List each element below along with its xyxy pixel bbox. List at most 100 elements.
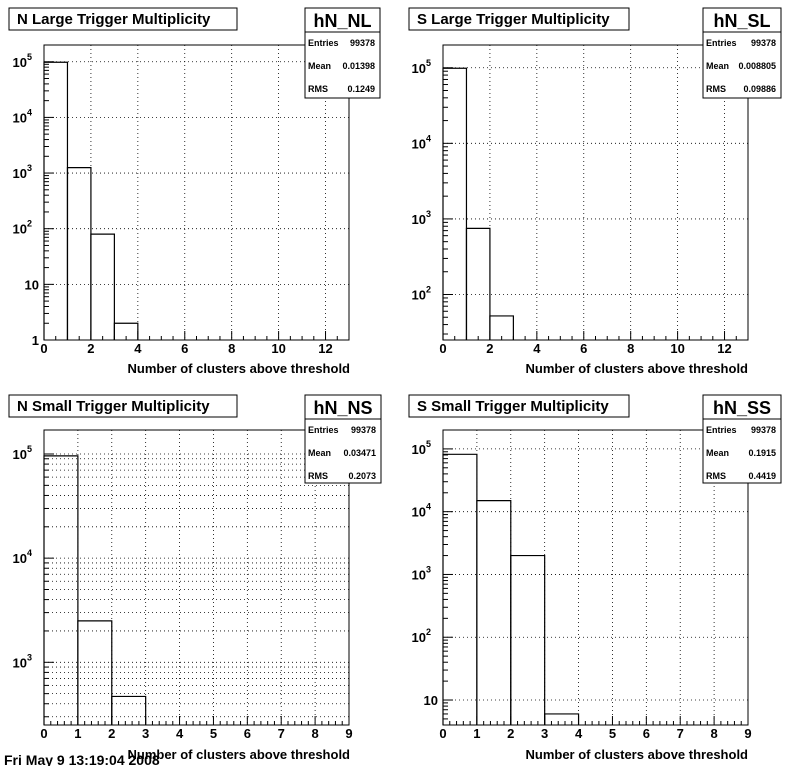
x-tick-label: 6 [643,726,650,741]
y-tick-label: 102 [412,284,431,302]
y-tick-label: 105 [13,52,32,70]
plot-area [443,45,748,340]
y-tick-label: 10 [424,693,438,708]
stat-label: Entries [706,38,737,48]
stats-box [702,394,782,484]
histogram-bin [90,233,115,340]
y-tick-label: 103 [13,652,32,670]
title-box [8,7,238,31]
plot-frame [43,429,350,726]
x-tick-label: 9 [345,726,352,741]
x-tick-label: 12 [318,341,332,356]
chart-title: N Small Trigger Multiplicity [17,398,210,415]
plot-area [44,430,349,725]
y-tick-label: 105 [412,58,431,76]
histogram-panel-hN_NS: 0 1 2 3 4 5 6 7 8 9 103 104 105 Number of clusters ab… [8,394,382,762]
stat-label: Mean [308,61,331,71]
x-tick-label: 6 [580,341,587,356]
x-tick-label: 8 [228,341,235,356]
x-tick-label: 3 [541,726,548,741]
x-axis-label: Number of clusters above threshold [526,747,749,762]
x-axis-label: Number of clusters above threshold [526,361,749,376]
stat-value: 0.4419 [748,471,776,481]
stat-label: Mean [706,448,729,458]
stat-value: 99378 [751,38,776,48]
y-tick-label: 1 [32,333,39,348]
x-tick-label: 6 [181,341,188,356]
y-tick-label: 105 [13,444,32,462]
x-tick-label: 0 [40,726,47,741]
x-tick-label: 4 [176,726,184,741]
x-tick-label: 2 [507,726,514,741]
chart-title: S Small Trigger Multiplicity [417,398,609,415]
x-axis-label: Number of clusters above threshold [128,747,351,762]
chart-title: S Large Trigger Multiplicity [417,11,610,28]
plot-area [44,45,349,340]
title-box [8,394,238,418]
x-tick-label: 10 [271,341,285,356]
histogram-bin [77,620,113,725]
stat-label: Entries [308,38,339,48]
stat-label: Mean [706,61,729,71]
stat-value: 0.09886 [743,84,776,94]
histogram-panel-hN_NL: 0 2 4 6 8 10 12 1 10 102 103 104 105 Number of cluste… [8,7,381,376]
x-tick-label: 7 [278,726,285,741]
y-tick-label: 104 [13,107,32,125]
x-tick-label: 0 [439,341,446,356]
histogram-name: hN_NS [313,398,372,418]
y-tick-label: 103 [412,564,431,582]
x-tick-label: 4 [134,341,142,356]
stat-value: 0.03471 [343,448,376,458]
histogram-name: hN_SS [713,398,771,418]
stat-value: 99378 [350,38,375,48]
x-tick-label: 8 [627,341,634,356]
stat-value: 0.1249 [347,84,375,94]
x-tick-label: 8 [710,726,717,741]
histogram-panel-hN_SL: 0 2 4 6 8 10 12 102 103 104 105 Number of clusters … [408,7,782,376]
x-tick-label: 0 [40,341,47,356]
stat-label: Entries [308,425,339,435]
x-axis-label: Number of clusters above threshold [128,361,351,376]
stat-label: RMS [308,471,328,481]
x-tick-label: 7 [677,726,684,741]
y-tick-label: 102 [13,219,32,237]
stat-value: 0.008805 [738,61,776,71]
title-box [408,394,630,418]
x-tick-label: 2 [87,341,94,356]
stat-value: 99378 [351,425,376,435]
y-tick-label: 104 [13,548,32,566]
x-tick-label: 12 [717,341,731,356]
stat-label: Entries [706,425,737,435]
x-tick-label: 3 [142,726,149,741]
x-tick-label: 1 [74,726,81,741]
x-tick-label: 9 [744,726,751,741]
stat-value: 0.2073 [348,471,376,481]
title-box [408,7,630,31]
x-tick-label: 6 [244,726,251,741]
plot-area [443,430,748,725]
stat-label: RMS [706,471,726,481]
y-tick-label: 103 [412,209,431,227]
x-tick-label: 5 [609,726,616,741]
stat-label: RMS [308,84,328,94]
stats-box [304,7,381,99]
histogram-bin [111,695,147,725]
timestamp-footer: Fri May 9 13:19:04 2008 [4,752,160,766]
stat-value: 0.1915 [748,448,776,458]
x-tick-label: 2 [108,726,115,741]
y-tick-label: 104 [412,502,431,520]
chart-title: N Large Trigger Multiplicity [17,11,211,28]
stat-label: RMS [706,84,726,94]
histogram-name: hN_SL [713,11,770,31]
x-tick-label: 10 [670,341,684,356]
stat-value: 99378 [751,425,776,435]
histogram-name: hN_NL [314,11,372,31]
stats-box [702,7,782,99]
histogram-panel-hN_SS: 0 1 2 3 4 5 6 7 8 9 10 102 103 104 105 Number of cluste… [408,394,782,762]
y-tick-label: 10 [25,277,39,292]
y-tick-label: 103 [13,163,32,181]
x-tick-label: 2 [486,341,493,356]
histogram-bin [489,315,514,340]
histogram-bin [465,227,491,340]
